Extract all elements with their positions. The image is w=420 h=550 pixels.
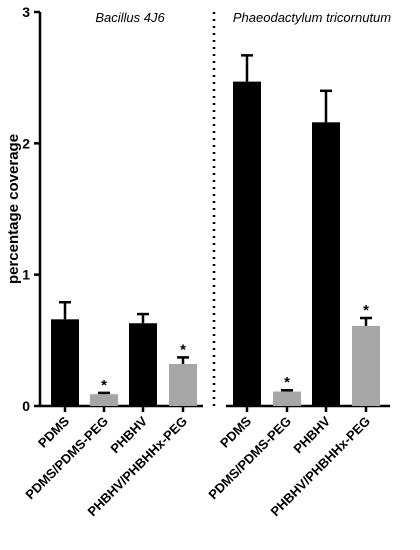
significance-star: * (363, 302, 369, 319)
category-label: PDMS (217, 413, 254, 450)
y-tick-label: 1 (22, 267, 30, 283)
bar (169, 363, 197, 406)
category-label: PDMS (35, 413, 72, 450)
panel-title: Phaeodactylum tricornutum (233, 10, 391, 25)
bar (312, 122, 340, 406)
significance-star: * (180, 341, 186, 358)
bar (273, 391, 301, 406)
y-axis-label: percentage coverage (5, 134, 22, 284)
bar (90, 394, 118, 406)
y-tick-label: 0 (22, 398, 30, 414)
bar (129, 323, 157, 406)
significance-star: * (101, 377, 107, 394)
bar (51, 319, 79, 406)
significance-star: * (284, 374, 290, 391)
panel-title: Bacillus 4J6 (95, 10, 165, 25)
y-tick-label: 3 (22, 4, 30, 20)
y-tick-label: 2 (22, 135, 30, 151)
bar (352, 325, 380, 406)
bar (233, 81, 261, 407)
